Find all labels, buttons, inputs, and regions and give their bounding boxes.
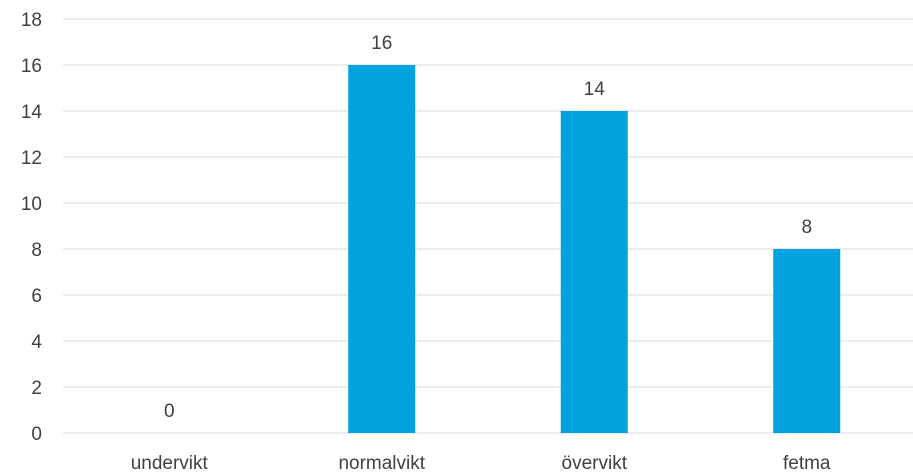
data-label: 0 (164, 401, 175, 422)
bars (348, 65, 841, 433)
data-label: 14 (584, 79, 606, 100)
x-category-label: undervikt (131, 453, 209, 474)
y-tick-label: 0 (31, 424, 42, 445)
data-label: 8 (801, 217, 812, 238)
x-category-label: övervikt (562, 453, 628, 474)
bar-2 (560, 111, 628, 433)
x-category-label: normalvikt (338, 453, 425, 474)
y-tick-label: 14 (21, 102, 43, 123)
y-tick-label: 8 (31, 240, 42, 261)
y-tick-label: 2 (31, 378, 42, 399)
y-axis-tick-labels: 0 2 4 6 8 10 12 14 16 18 (21, 10, 43, 445)
data-labels: 0 16 14 8 (164, 33, 812, 422)
x-category-label: fetma (783, 453, 831, 474)
bar-3 (773, 249, 841, 433)
y-tick-label: 10 (21, 194, 42, 215)
y-tick-label: 18 (21, 10, 42, 31)
y-tick-label: 16 (21, 56, 42, 77)
data-label: 16 (371, 33, 392, 54)
y-tick-label: 12 (21, 148, 42, 169)
bar-1 (348, 65, 416, 433)
gridlines (63, 18, 913, 434)
y-tick-label: 6 (31, 286, 42, 307)
y-tick-label: 4 (31, 332, 42, 353)
x-axis-category-labels: undervikt normalvikt övervikt fetma (131, 453, 831, 474)
